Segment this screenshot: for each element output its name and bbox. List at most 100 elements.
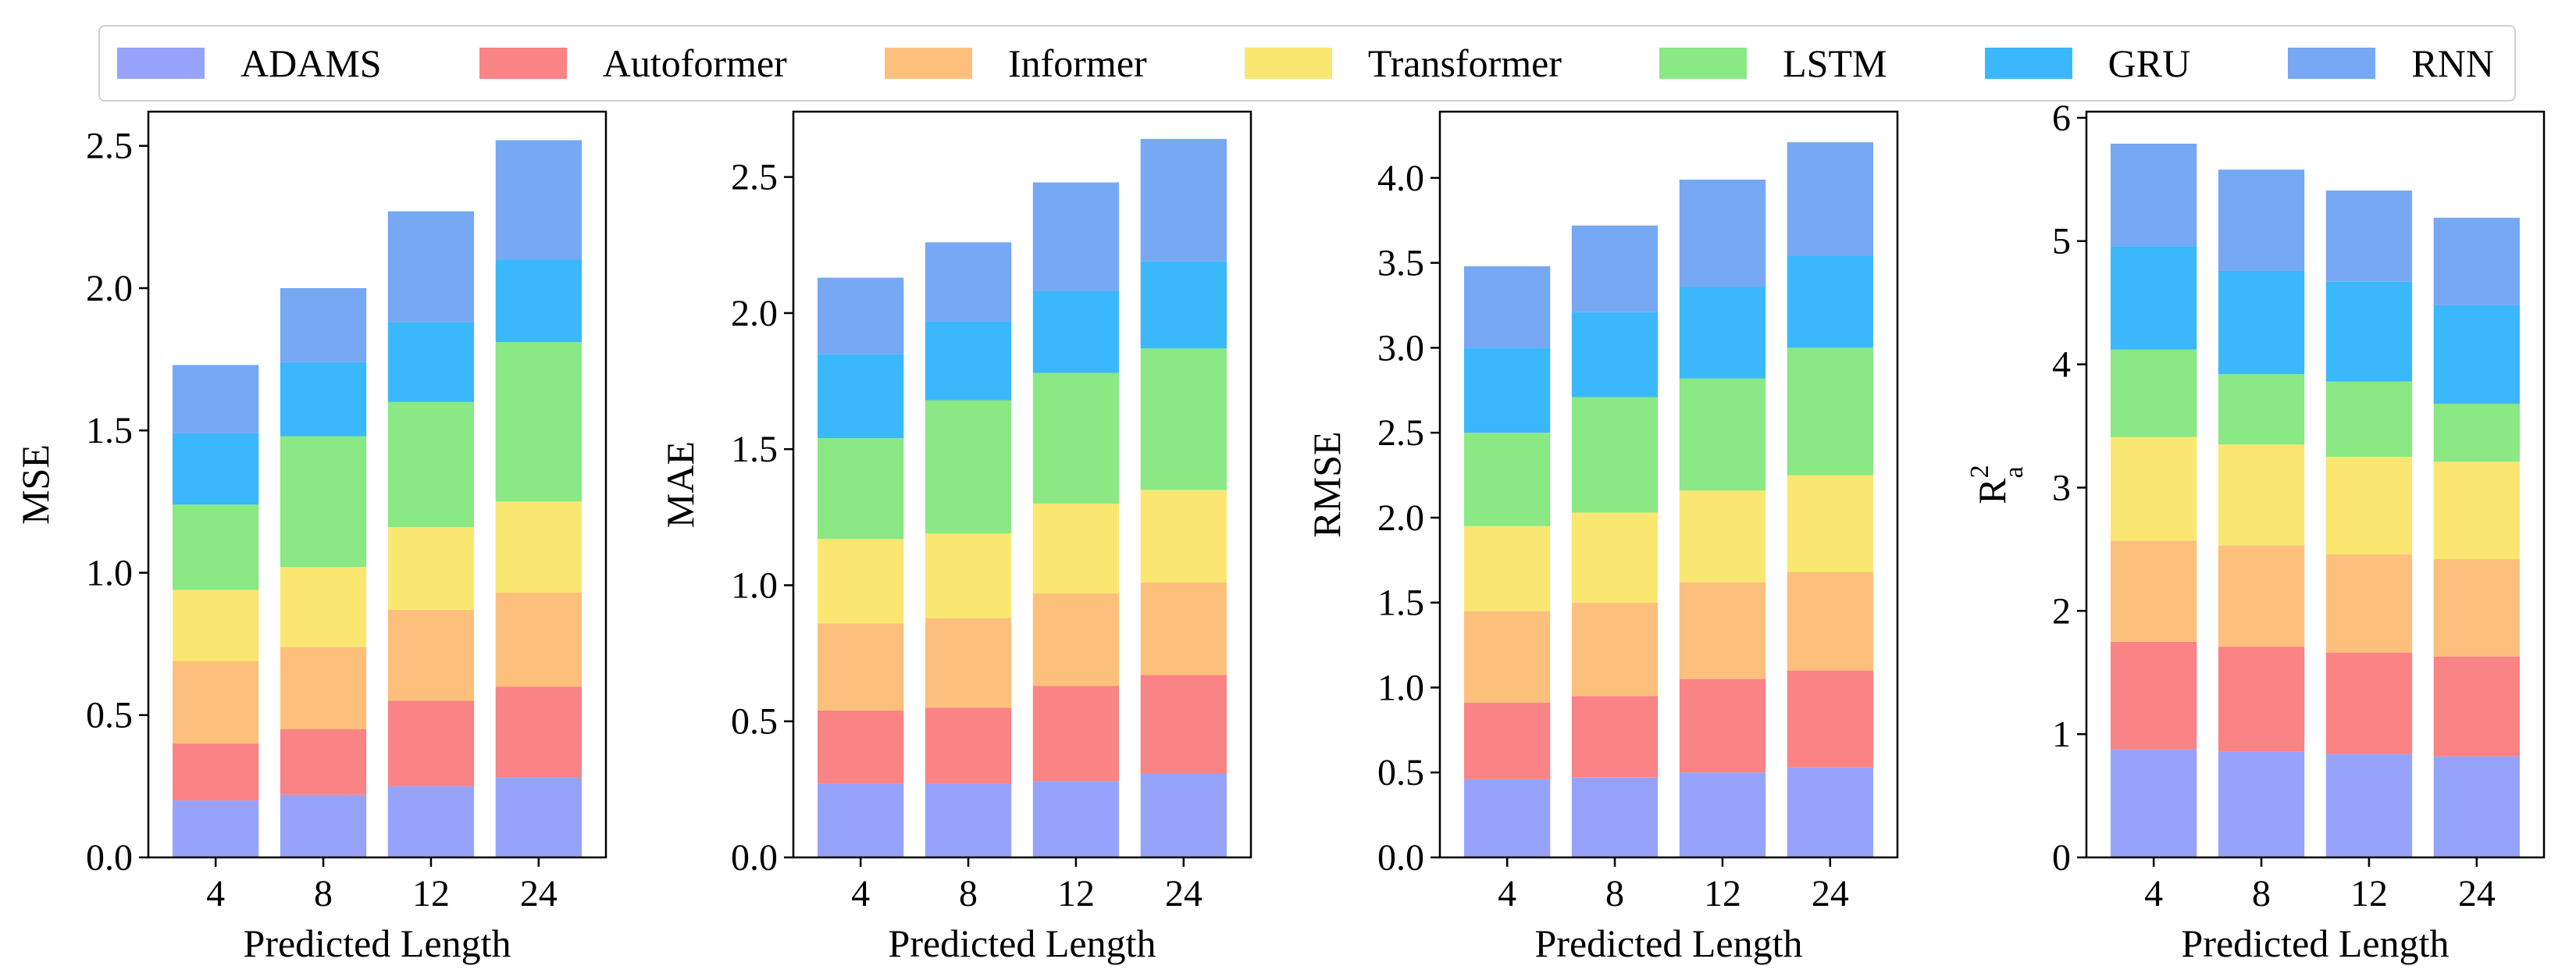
- legend-label-adams: ADAMS: [240, 41, 382, 85]
- bar-chart2-rnn-24: [1140, 138, 1227, 262]
- bar-chart2-adams-4: [818, 783, 904, 857]
- bar-chart4-autoformer-12: [2325, 653, 2413, 754]
- bar-chart1-transformer-4: [173, 590, 259, 661]
- legend-swatch-lstm: [1659, 48, 1748, 79]
- bar-chart4-adams-24: [2433, 756, 2520, 857]
- bar-chart2-rnn-12: [1032, 182, 1120, 291]
- bar-chart2-informer-24: [1140, 583, 1227, 675]
- bar-chart3-informer-12: [1679, 582, 1766, 679]
- ytick-label-chart2: 0.5: [731, 701, 778, 743]
- bar-chart4-autoformer-4: [2111, 641, 2197, 750]
- legend-item-transformer: Transformer: [1244, 44, 1562, 83]
- bar-chart2-informer-8: [925, 618, 1012, 708]
- ytick-label-chart1: 2.5: [86, 126, 133, 167]
- bar-chart2-transformer-8: [925, 533, 1012, 618]
- legend-item-lstm: LSTM: [1659, 44, 1887, 83]
- bar-chart1-lstm-12: [387, 401, 475, 528]
- xtick-label-chart3: 4: [1498, 873, 1516, 914]
- bar-chart1-autoformer-8: [280, 729, 367, 795]
- bar-chart3-rnn-12: [1679, 180, 1766, 287]
- bar-chart3-autoformer-24: [1787, 670, 1873, 768]
- bar-chart1-rnn-12: [387, 211, 475, 323]
- bar-chart1-informer-24: [495, 593, 582, 687]
- legend-item-gru: GRU: [1984, 41, 2191, 85]
- ytick-label-chart4: 1: [2052, 714, 2071, 755]
- bar-chart4-gru-8: [2218, 270, 2305, 375]
- xtick-label-chart4: 12: [2350, 873, 2388, 914]
- bar-chart1-informer-4: [173, 661, 259, 744]
- ytick-label-chart4: 2: [2052, 590, 2071, 632]
- ytick-label-chart3: 1.0: [1377, 667, 1424, 708]
- bar-chart2-adams-8: [925, 783, 1012, 857]
- bar-chart1-adams-24: [495, 777, 582, 857]
- bar-chart1-autoformer-12: [387, 700, 475, 786]
- bar-chart3-adams-4: [1464, 779, 1551, 857]
- bar-chart1-lstm-8: [280, 436, 367, 568]
- bar-chart4-gru-12: [2325, 281, 2413, 382]
- axes-frame-chart1: [147, 110, 607, 859]
- bar-chart3-transformer-8: [1571, 512, 1659, 603]
- bar-chart3-adams-24: [1787, 767, 1873, 857]
- bar-chart3-lstm-4: [1464, 433, 1551, 526]
- bar-chart1-gru-4: [173, 433, 259, 504]
- xtick-label-chart4: 4: [2144, 873, 2163, 914]
- bar-chart4-rnn-8: [2218, 169, 2305, 271]
- bar-chart4-autoformer-8: [2218, 647, 2305, 752]
- xtick-label-chart1: 24: [520, 873, 558, 914]
- xaxis-label-chart4: Predicted Length: [2182, 921, 2450, 965]
- bar-chart2-lstm-24: [1140, 348, 1227, 490]
- xtick-label-chart3: 8: [1605, 873, 1624, 914]
- ytick-label-chart3: 3.5: [1377, 243, 1424, 284]
- bar-chart3-adams-8: [1571, 777, 1659, 857]
- legend-item-informer: Informer: [884, 44, 1147, 83]
- bar-chart1-transformer-24: [495, 501, 582, 593]
- bar-chart4-informer-24: [2433, 559, 2520, 657]
- bar-chart3-lstm-12: [1679, 378, 1766, 491]
- bar-chart4-lstm-12: [2325, 381, 2413, 457]
- xaxis-label-chart1: Predicted Length: [244, 921, 511, 965]
- bar-chart2-gru-24: [1140, 261, 1227, 349]
- xtick-label-chart1: 4: [206, 873, 225, 914]
- ytick-label-chart3: 0.0: [1377, 837, 1424, 878]
- bar-chart1-adams-4: [173, 800, 259, 857]
- legend-item-adams: ADAMS: [117, 44, 382, 83]
- legend-label-gru: GRU: [2107, 41, 2191, 85]
- bar-chart4-informer-8: [2218, 545, 2305, 647]
- ytick-label-chart3: 4.0: [1377, 158, 1424, 199]
- bar-chart2-autoformer-12: [1032, 686, 1120, 782]
- bar-chart4-transformer-8: [2218, 444, 2305, 546]
- bar-chart1-adams-8: [280, 794, 367, 857]
- legend-swatch-rnn: [2288, 48, 2376, 79]
- xtick-label-chart1: 8: [314, 873, 333, 914]
- ytick-label-chart2: 0.0: [731, 837, 778, 878]
- bar-chart4-informer-4: [2111, 540, 2197, 642]
- bar-chart3-rnn-8: [1571, 225, 1659, 312]
- axes-frame-chart2: [792, 110, 1252, 859]
- bar-chart1-lstm-4: [173, 504, 259, 590]
- bar-chart3-rnn-24: [1787, 142, 1873, 256]
- yaxis-label-chart2: MAE: [658, 441, 702, 528]
- bar-chart4-adams-4: [2111, 749, 2197, 857]
- ytick-label-chart4: 3: [2052, 467, 2071, 508]
- bar-chart1-adams-12: [387, 786, 475, 857]
- ytick-label-chart4: 5: [2052, 221, 2071, 262]
- ytick-label-chart3: 2.0: [1377, 497, 1424, 539]
- bar-chart3-informer-24: [1787, 572, 1873, 671]
- bar-chart3-transformer-4: [1464, 526, 1551, 611]
- bar-chart2-lstm-4: [818, 438, 904, 540]
- bar-chart3-lstm-24: [1787, 347, 1873, 476]
- bar-chart1-rnn-4: [173, 365, 259, 433]
- bar-chart3-adams-12: [1679, 772, 1766, 857]
- ytick-label-chart2: 1.0: [731, 565, 778, 606]
- bar-chart4-transformer-4: [2111, 437, 2197, 541]
- ytick-label-chart1: 1.0: [86, 552, 133, 593]
- bar-chart3-lstm-8: [1571, 397, 1659, 513]
- ytick-label-chart1: 1.5: [86, 410, 133, 451]
- bar-chart3-autoformer-4: [1464, 703, 1551, 779]
- bar-chart1-lstm-24: [495, 342, 582, 502]
- ytick-label-chart2: 1.5: [731, 429, 778, 470]
- yaxis-label-chart3: RMSE: [1305, 431, 1349, 537]
- bar-chart1-informer-12: [387, 609, 475, 701]
- ytick-label-chart3: 2.5: [1377, 412, 1424, 454]
